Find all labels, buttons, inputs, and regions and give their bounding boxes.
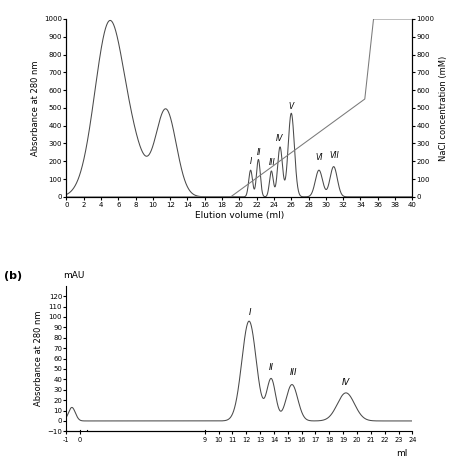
Text: VI: VI: [315, 153, 323, 162]
Text: (b): (b): [4, 271, 22, 281]
X-axis label: Elution volume (ml): Elution volume (ml): [195, 211, 284, 220]
Text: III: III: [269, 158, 275, 167]
Text: V: V: [289, 101, 294, 110]
Text: VII: VII: [329, 151, 339, 160]
Y-axis label: NaCl concentration (mM): NaCl concentration (mM): [439, 55, 448, 161]
Text: III: III: [290, 368, 297, 377]
Text: mAU: mAU: [63, 271, 84, 280]
Text: II: II: [257, 148, 262, 157]
Y-axis label: Absorbance at 280 nm: Absorbance at 280 nm: [34, 311, 43, 406]
Text: I: I: [249, 157, 252, 166]
Y-axis label: Absorbance at 280 nm: Absorbance at 280 nm: [31, 60, 40, 155]
Text: II: II: [269, 363, 273, 372]
Text: IV: IV: [342, 378, 350, 387]
X-axis label: ml: ml: [396, 449, 408, 458]
Text: I: I: [249, 308, 252, 317]
Text: IV: IV: [276, 134, 284, 143]
